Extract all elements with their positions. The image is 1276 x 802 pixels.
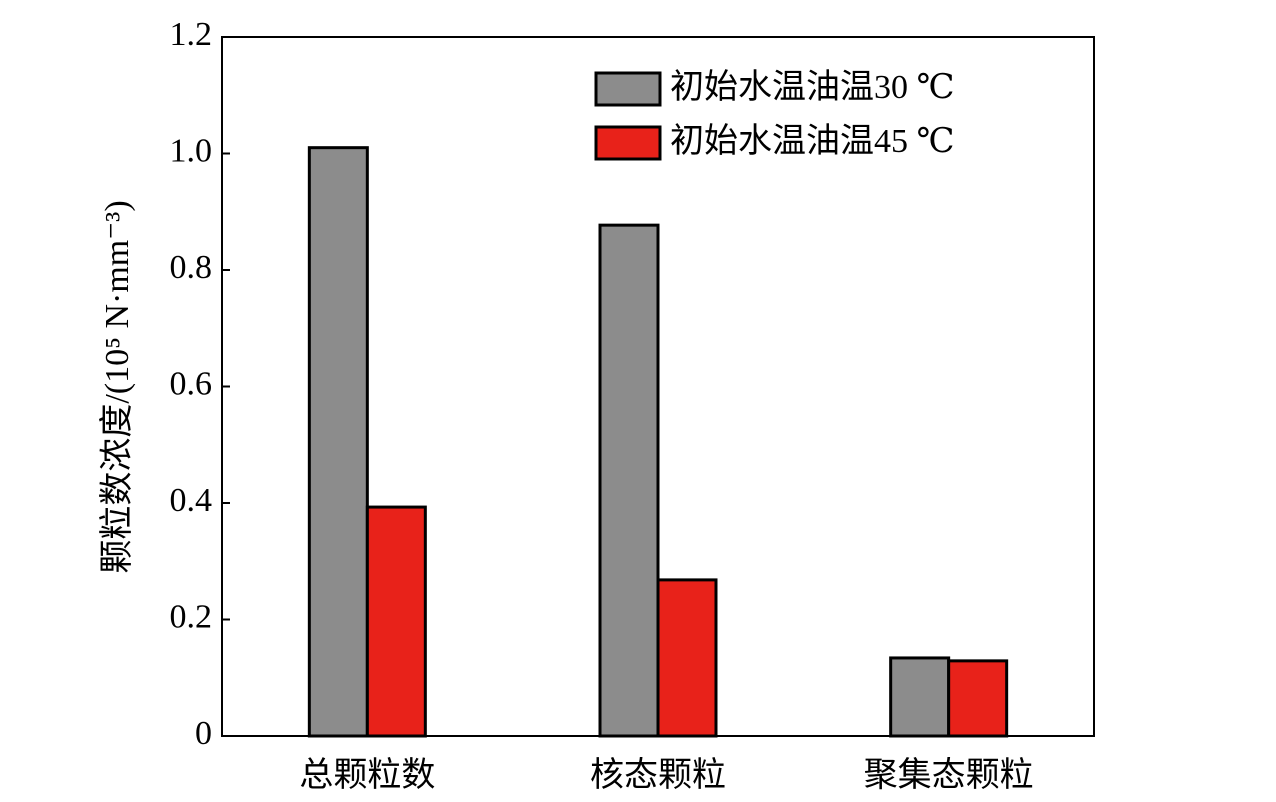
x-tick-label: 总颗粒数 [299, 756, 435, 794]
y-tick-label: 0.2 [170, 598, 213, 635]
bar [656, 578, 718, 738]
legend-label: 初始水温油温45 ℃ [670, 122, 955, 160]
bar [947, 659, 1009, 738]
y-tick-label: 1.2 [170, 16, 213, 53]
legend-swatch [594, 71, 662, 107]
bar [365, 505, 427, 738]
legend-swatch [594, 125, 662, 161]
bar [889, 656, 951, 738]
x-tick-label: 核态颗粒 [590, 756, 726, 794]
y-tick-label: 1.0 [170, 132, 213, 169]
y-axis-label: 颗粒数浓度/(10⁵ N·mm⁻³) [98, 200, 136, 573]
bar [307, 146, 369, 738]
y-tick-label: 0 [195, 715, 212, 752]
y-tick-label: 0.6 [170, 365, 213, 402]
legend-label: 初始水温油温30 ℃ [670, 68, 955, 106]
y-tick-label: 0.8 [170, 249, 213, 286]
bar [598, 223, 660, 738]
y-tick-label: 0.4 [170, 482, 213, 519]
x-tick-label: 聚集态颗粒 [864, 756, 1034, 794]
